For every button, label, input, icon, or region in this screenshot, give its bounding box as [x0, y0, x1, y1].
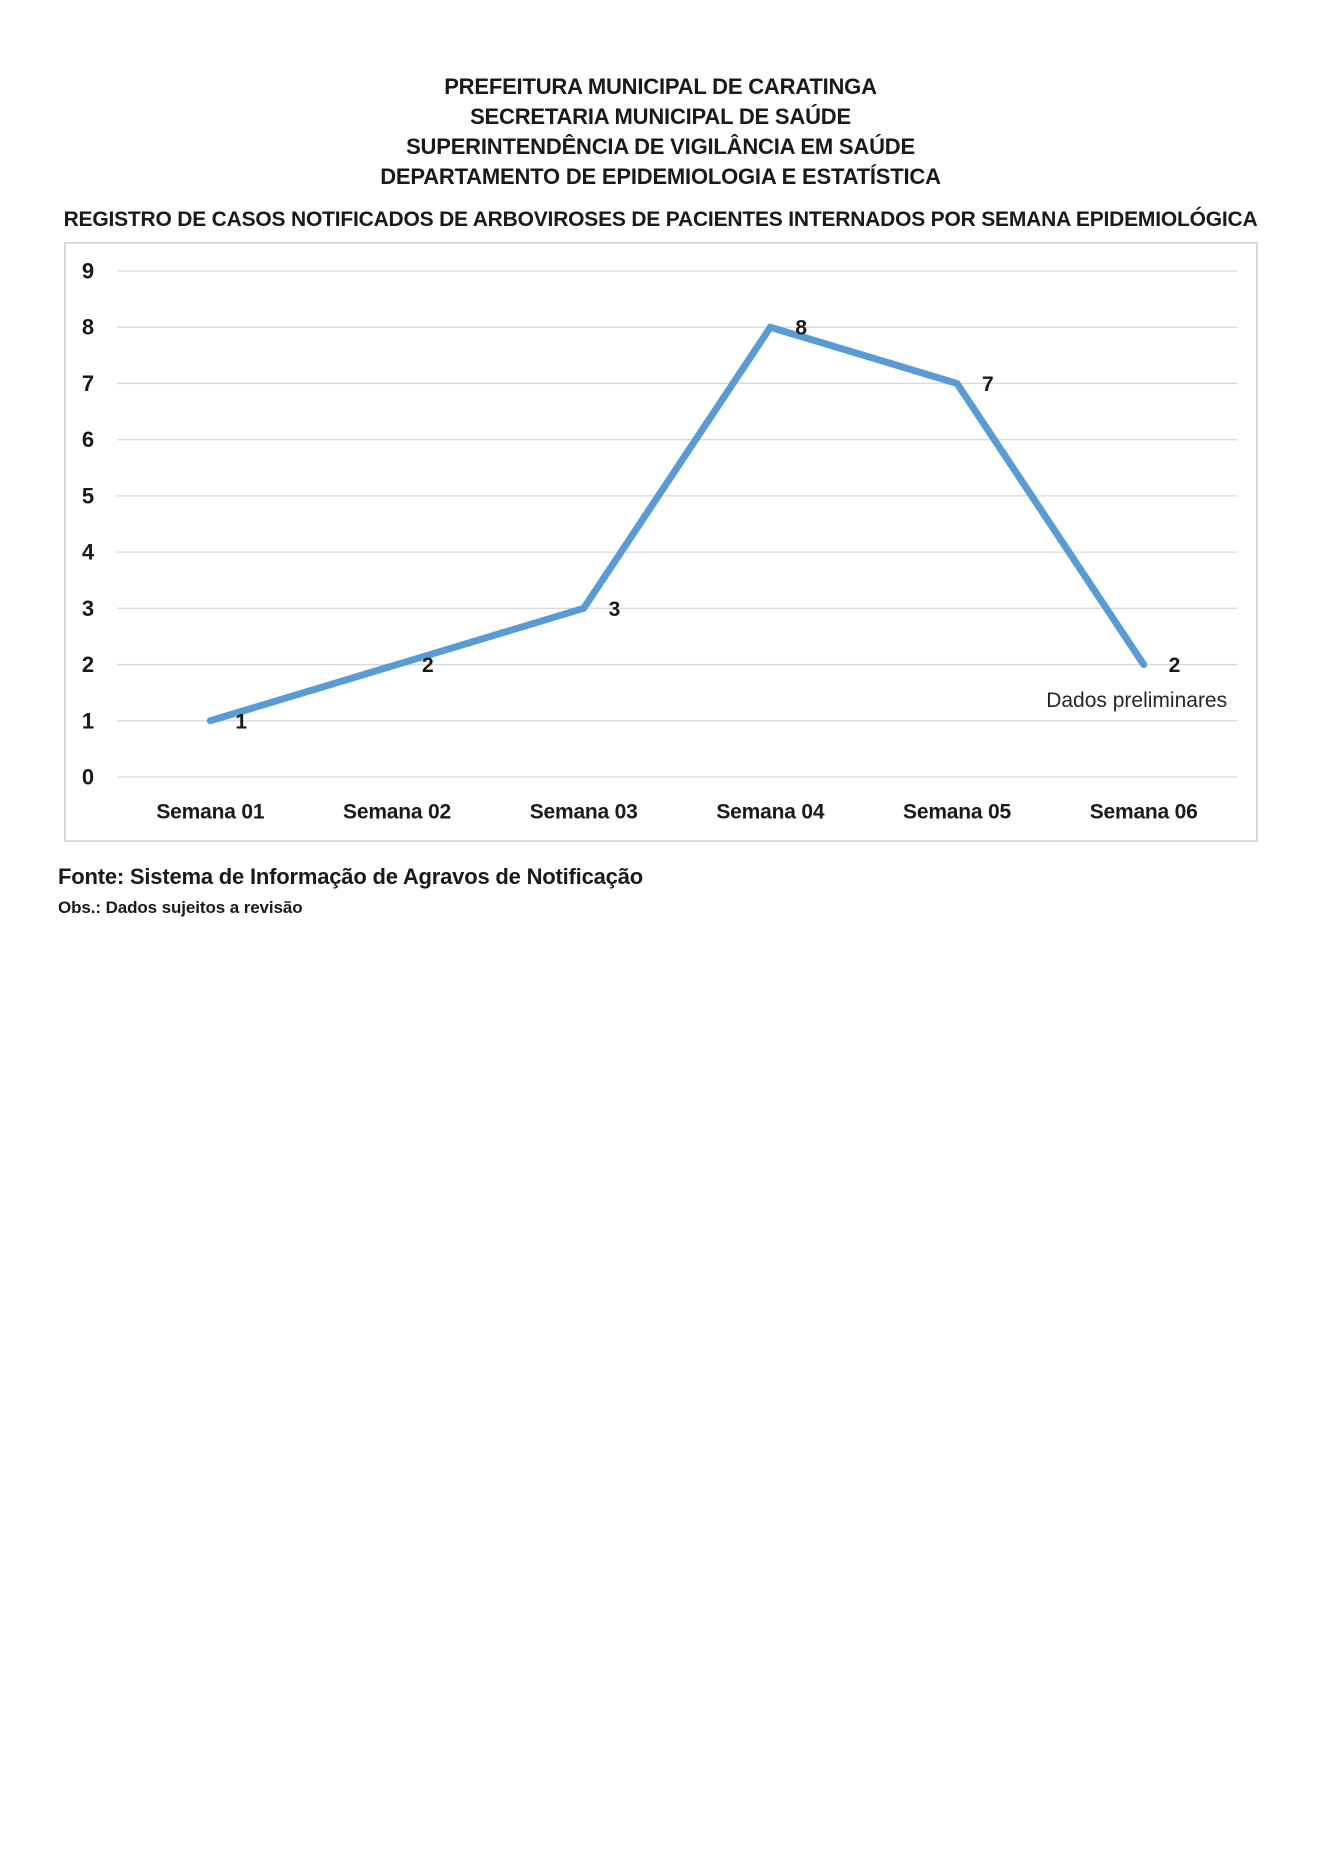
data-point-label: 7: [982, 373, 994, 396]
y-tick-label: 3: [82, 596, 94, 621]
y-tick-label: 6: [82, 427, 94, 452]
document-header: PREFEITURA MUNICIPAL DE CARATINGA SECRET…: [0, 72, 1321, 192]
line-chart: 0 1 2 3 4 5 6 7 8 9 1 2 3 8 7 2 Semana 01 Semana 02 Semana…: [82, 259, 1237, 824]
y-tick-label: 5: [82, 483, 94, 508]
x-axis-label: Semana 05: [903, 801, 1011, 824]
x-axis-label: Semana 03: [530, 801, 638, 824]
x-axis-label: Semana 01: [156, 801, 264, 824]
y-tick-label: 8: [82, 315, 94, 340]
header-line-secretaria: SECRETARIA MUNICIPAL DE SAÚDE: [470, 104, 851, 129]
header-line-superintendencia: SUPERINTENDÊNCIA DE VIGILÂNCIA EM SAÚDE: [406, 134, 915, 159]
data-point-label: 1: [235, 710, 247, 733]
y-tick-label: 2: [82, 652, 94, 677]
y-tick-label: 1: [82, 708, 94, 733]
chart-title: REGISTRO DE CASOS NOTIFICADOS DE ARBOVIR…: [63, 208, 1258, 231]
data-point-label: 2: [422, 654, 434, 677]
header-line-prefeitura: PREFEITURA MUNICIPAL DE CARATINGA: [444, 74, 877, 99]
x-axis-label: Semana 04: [716, 801, 824, 824]
chart-panel: 0 1 2 3 4 5 6 7 8 9 1 2 3 8 7 2 Semana 01 Semana 02 Semana…: [64, 242, 1258, 842]
y-tick-label: 7: [82, 371, 94, 396]
data-point-label: 8: [795, 317, 807, 340]
x-axis-label: Semana 06: [1090, 801, 1198, 824]
data-point-label: 3: [609, 598, 621, 621]
source-note: Fonte: Sistema de Informação de Agravos …: [58, 864, 643, 889]
y-tick-label: 9: [82, 259, 94, 284]
header-line-departamento: DEPARTAMENTO DE EPIDEMIOLOGIA E ESTATÍST…: [380, 164, 941, 189]
annotation-label: Dados preliminares: [1046, 689, 1227, 712]
y-tick-label: 4: [82, 540, 95, 565]
data-point-label: 2: [1169, 654, 1181, 677]
x-axis-label: Semana 02: [343, 801, 451, 824]
observation-note: Obs.: Dados sujeitos a revisão: [58, 898, 303, 917]
y-tick-label: 0: [82, 765, 94, 790]
data-line: [206, 323, 1148, 725]
